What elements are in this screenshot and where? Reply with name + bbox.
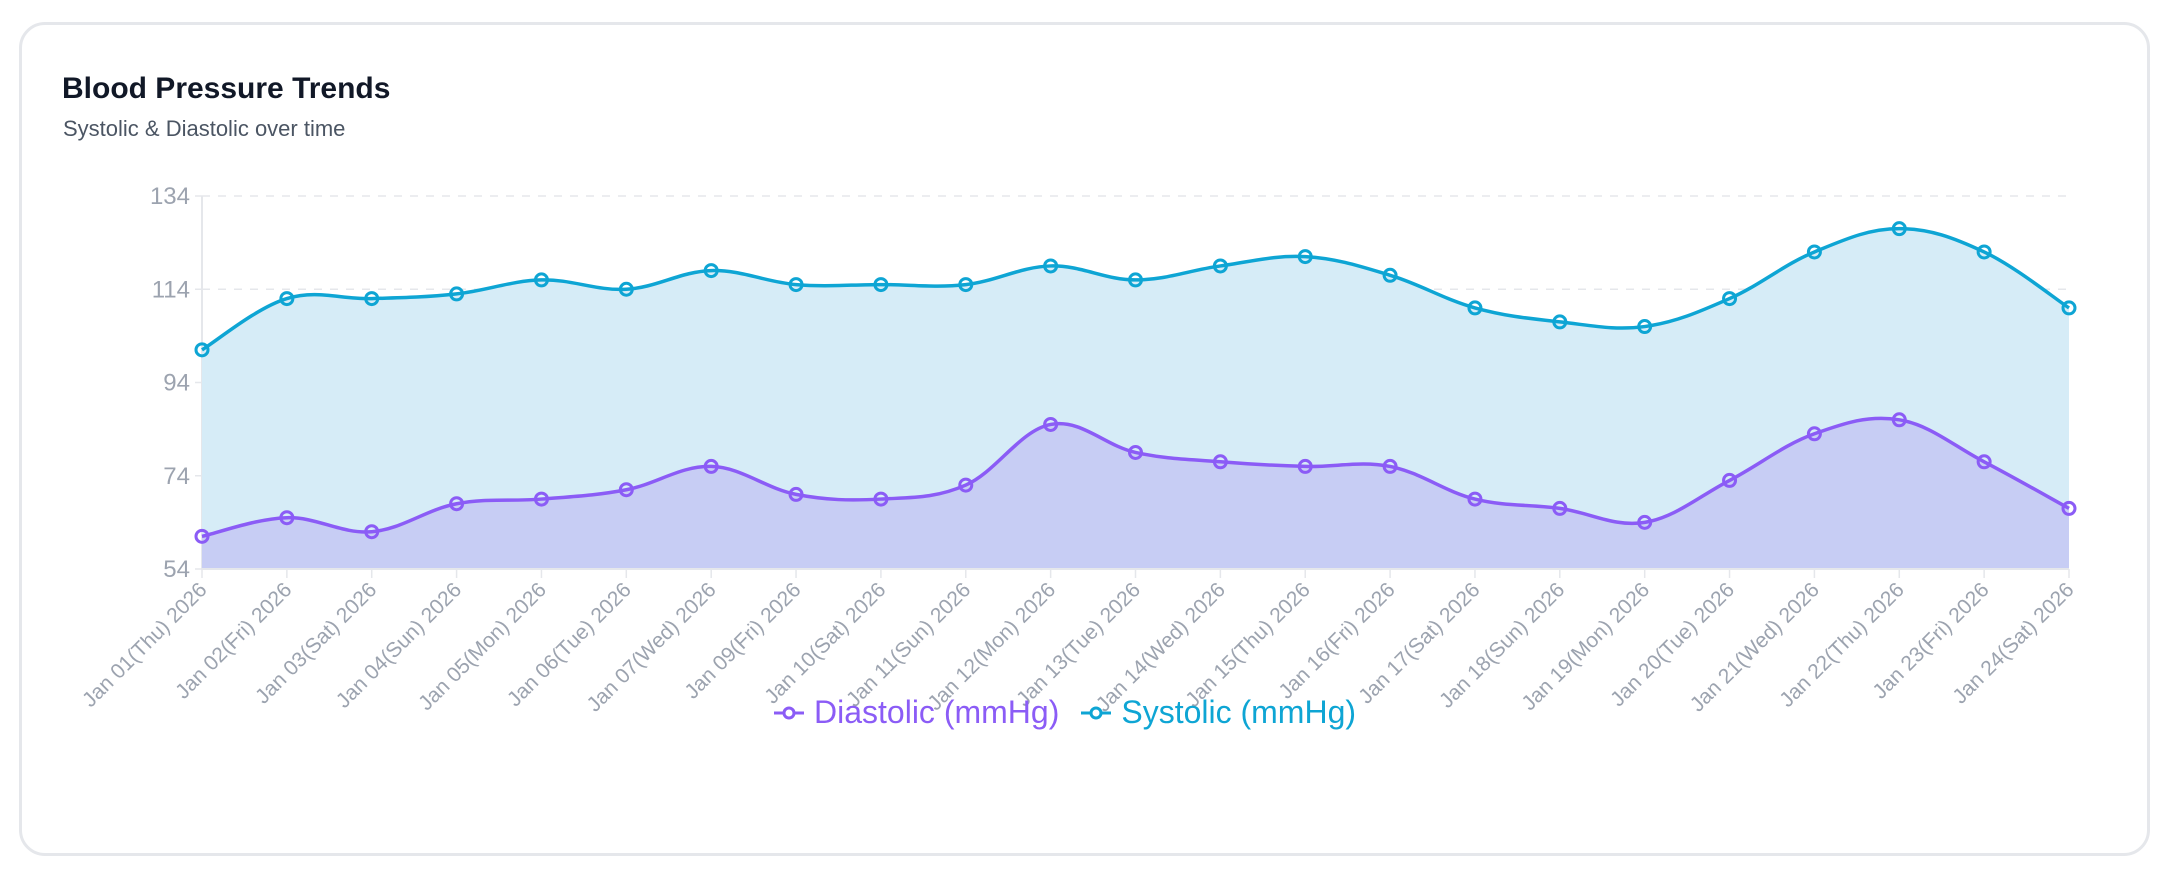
diastolic-point[interactable] — [1043, 416, 1059, 432]
systolic-point[interactable] — [279, 291, 295, 307]
chart-legend: Diastolic (mmHg) Systolic (mmHg) — [774, 694, 1356, 731]
systolic-point[interactable] — [1891, 221, 1907, 237]
y-tick-label: 134 — [150, 183, 190, 210]
diastolic-point[interactable] — [1212, 454, 1228, 470]
diastolic-point[interactable] — [1722, 472, 1738, 488]
diastolic-point[interactable] — [703, 458, 719, 474]
diastolic-point[interactable] — [533, 491, 549, 507]
systolic-point[interactable] — [449, 286, 465, 302]
systolic-point[interactable] — [703, 263, 719, 279]
systolic-point[interactable] — [1722, 291, 1738, 307]
systolic-point[interactable] — [1637, 319, 1653, 335]
systolic-point[interactable] — [618, 281, 634, 297]
chart-subtitle: Systolic & Diastolic over time — [63, 116, 346, 141]
systolic-point[interactable] — [873, 277, 889, 293]
systolic-point[interactable] — [1976, 244, 1992, 260]
diastolic-point[interactable] — [788, 486, 804, 502]
systolic-point[interactable] — [1552, 314, 1568, 330]
diastolic-point[interactable] — [194, 528, 210, 544]
diastolic-point[interactable] — [1891, 412, 1907, 428]
y-tick-label: 94 — [163, 370, 190, 397]
systolic-point[interactable] — [1806, 244, 1822, 260]
diastolic-point[interactable] — [279, 510, 295, 526]
systolic-point[interactable] — [533, 272, 549, 288]
diastolic-point[interactable] — [873, 491, 889, 507]
systolic-point[interactable] — [364, 291, 380, 307]
diastolic-point[interactable] — [1297, 458, 1313, 474]
diastolic-point[interactable] — [1637, 514, 1653, 530]
systolic-point[interactable] — [1128, 272, 1143, 288]
legend-label-diastolic: Diastolic (mmHg) — [814, 694, 1060, 730]
systolic-point[interactable] — [1297, 249, 1313, 265]
systolic-point[interactable] — [1382, 267, 1398, 283]
diastolic-point[interactable] — [364, 524, 380, 540]
y-tick-label: 74 — [163, 463, 190, 490]
diastolic-point[interactable] — [1976, 454, 1992, 470]
line-circle-marker-icon — [774, 706, 804, 719]
systolic-point[interactable] — [1212, 258, 1228, 274]
y-axis: 54 74 94 114 134 — [150, 183, 203, 583]
diastolic-point[interactable] — [618, 482, 634, 498]
legend-item-systolic[interactable]: Systolic (mmHg) — [1081, 694, 1356, 731]
diastolic-area — [202, 418, 2069, 569]
diastolic-point[interactable] — [1806, 426, 1822, 442]
systolic-point[interactable] — [2061, 300, 2077, 316]
systolic-point[interactable] — [194, 342, 210, 358]
plot-series — [194, 221, 2077, 569]
y-tick-label: 54 — [163, 556, 190, 583]
diastolic-point[interactable] — [1128, 444, 1143, 460]
line-circle-marker-icon — [1081, 706, 1112, 719]
diastolic-point[interactable] — [1467, 491, 1483, 507]
chart-title: Blood Pressure Trends — [62, 72, 391, 105]
diastolic-point[interactable] — [1382, 458, 1398, 474]
diastolic-line — [201, 416, 2070, 539]
legend-item-diastolic[interactable]: Diastolic (mmHg) — [774, 694, 1059, 731]
y-tick-label: 114 — [152, 276, 190, 303]
systolic-point[interactable] — [788, 277, 804, 293]
diastolic-point[interactable] — [2061, 500, 2077, 516]
systolic-point[interactable] — [1467, 300, 1483, 316]
diastolic-point[interactable] — [958, 477, 974, 493]
systolic-point[interactable] — [958, 277, 974, 293]
systolic-point[interactable] — [1043, 258, 1059, 274]
diastolic-point[interactable] — [1552, 500, 1568, 516]
diastolic-point[interactable] — [449, 496, 465, 512]
legend-label-systolic: Systolic (mmHg) — [1121, 694, 1357, 730]
systolic-line — [201, 226, 2070, 352]
